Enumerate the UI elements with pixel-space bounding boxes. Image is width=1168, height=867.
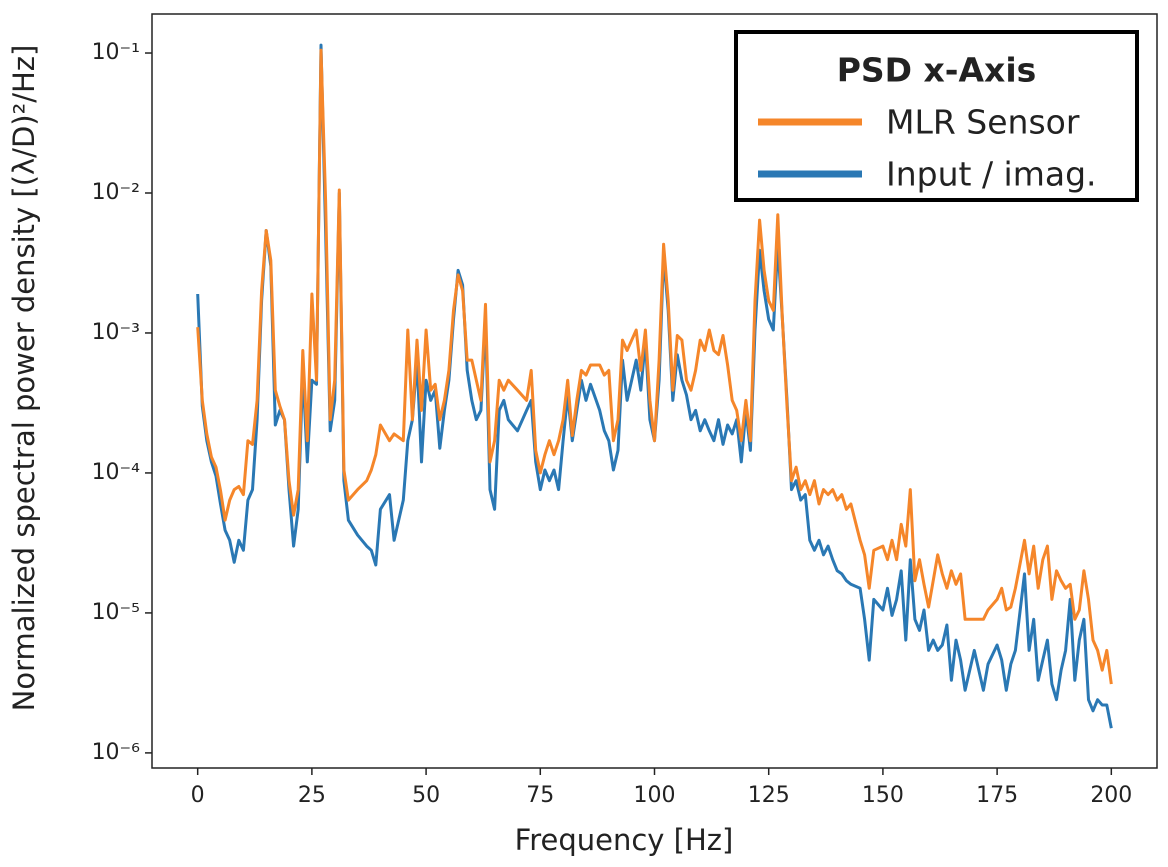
y-tick-label: 10⁻⁶ [92, 740, 141, 765]
x-tick-label: 200 [1090, 783, 1132, 808]
legend-label: Input / imag. [886, 155, 1097, 194]
y-tick-label: 10⁻³ [92, 320, 140, 345]
x-tick-label: 150 [862, 783, 904, 808]
legend-title: PSD x-Axis [837, 51, 1037, 90]
x-tick-label: 25 [298, 783, 326, 808]
x-tick-label: 100 [634, 783, 676, 808]
y-tick-label: 10⁻² [92, 180, 140, 205]
y-tick-label: 10⁻⁴ [92, 460, 141, 485]
y-tick-label: 10⁻⁵ [92, 600, 140, 625]
y-axis-label: Normalized spectral power density [(λ/D)… [7, 45, 41, 712]
x-axis-label: Frequency [Hz] [515, 823, 734, 857]
x-tick-label: 50 [412, 783, 440, 808]
x-tick-label: 0 [191, 783, 205, 808]
data-line [196, 48, 1113, 685]
x-tick-label: 175 [976, 783, 1018, 808]
plot-frame [151, 13, 1158, 769]
legend-label: MLR Sensor [886, 103, 1080, 142]
x-tick-label: 125 [748, 783, 790, 808]
y-tick-label: 10⁻¹ [92, 40, 140, 65]
x-tick-label: 75 [526, 783, 554, 808]
legend-box [734, 30, 1139, 202]
